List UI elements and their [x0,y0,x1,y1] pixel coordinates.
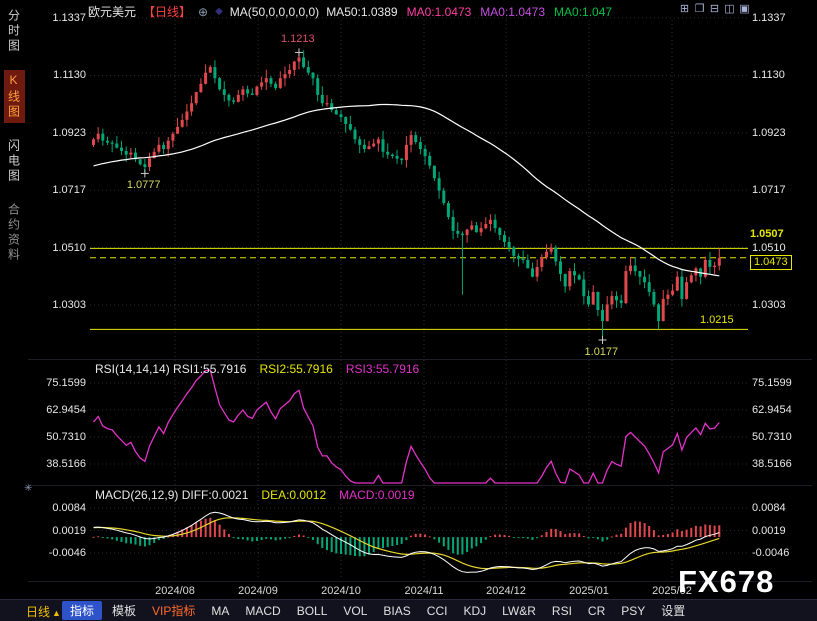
add-indicator-icon[interactable]: ⊕ [198,4,209,19]
rsi-panel-header: RSI(14,14,14) RSI1:55.7916 RSI2:55.7916 … [95,362,419,376]
layout-cascade-icon[interactable]: ❐ [694,3,705,15]
layout-vsplit-icon[interactable]: ◫ [724,3,735,15]
layout-hsplit-icon[interactable]: ⊟ [709,3,720,15]
toolbar-tab-psy[interactable]: PSY [621,603,646,618]
period-tag: 【日线】 [143,5,192,19]
toolbar-tab-lwr[interactable]: LW&R [502,603,536,618]
toolbar-tab-vip[interactable]: VIP指标 [152,604,196,618]
ma-settings-label: MA(50,0,0,0,0,0) [229,4,320,19]
sidebar-tab-flash-chart[interactable]: 闪电图 [6,139,21,184]
layout-tile-icon[interactable]: ⊞ [679,3,690,15]
layout-max-icon[interactable]: ▣ [739,3,750,15]
ma-value-1: MA50:1.0389 [326,4,398,19]
toolbar-tab-bias[interactable]: BIAS [383,603,411,618]
sidebar-tab-candlestick-chart[interactable]: K线图 [3,70,25,123]
toolbar-tab-boll[interactable]: BOLL [296,603,328,618]
sidebar-tab-time-chart[interactable]: 分时图 [6,9,21,54]
chart-type-sidebar: 分时图 K线图闪电图合约资料 [2,6,26,279]
ma-value-4: MA0:1.047 [554,4,613,19]
indicator-tab-strip: 指标 模板 VIP指标 MA MACD BOLL VOL BIAS CCI KDJ LW&R RSI C… [62,601,693,620]
rsi-settings-label: RSI(14,14,14) RSI1:55.7916 [95,362,247,376]
timeframe-label: 日线 [26,605,51,619]
rsi2-value: RSI2:55.7916 [259,362,333,376]
macd-panel-header: MACD(26,12,9) DIFF:0.0021 DEA:0.0012 MAC… [95,488,415,502]
sidebar-tab-contract-info[interactable]: 合约资料 [6,203,21,263]
toolbar-tab-kdj[interactable]: KDJ [463,603,487,618]
rsi3-value: RSI3:55.7916 [345,362,420,376]
symbol-name[interactable]: 欧元美元 [88,5,137,19]
toolbar-tab-zhibiao[interactable]: 指标 [62,601,103,620]
toolbar-tab-vol[interactable]: VOL [343,603,368,618]
chart-header: 欧元美元 【日线】 ⊕ ◆ MA(50,0,0,0,0,0) MA50:1.03… [88,3,612,20]
macd-bar-value: MACD:0.0019 [339,488,415,502]
snowflake-icon: ✳ [24,483,33,494]
ma-value-3: MA0:1.0473 [480,4,546,19]
toolbar-tab-cr[interactable]: CR [587,603,606,618]
toolbar-tab-cci[interactable]: CCI [426,603,448,618]
chevron-up-icon: ▲ [52,608,61,618]
ma-values: MA50:1.0389 MA0:1.0473 MA0:1.0473 MA0:1.047 [326,5,612,19]
bottom-toolbar: 日线 ▲ 指标 模板 VIP指标 MA MACD BOLL VOL BIAS CCI KDJ LW&R… [0,599,817,621]
toolbar-tab-rsi[interactable]: RSI [551,603,572,618]
diamond-icon: ◆ [215,6,223,17]
macd-dea-value: DEA:0.0012 [261,488,327,502]
toolbar-tab-moban[interactable]: 模板 [112,604,137,618]
window-controls: ⊞ ❐ ⊟ ◫ ▣ [678,3,751,16]
toolbar-tab-ma[interactable]: MA [211,603,230,618]
macd-settings-label: MACD(26,12,9) DIFF:0.0021 [95,488,249,502]
toolbar-tab-macd[interactable]: MACD [245,603,281,618]
timeframe-selector[interactable]: 日线 ▲ [26,603,61,620]
toolbar-tab-shezhi[interactable]: 设置 [661,604,686,618]
ma-value-2: MA0:1.0473 [406,4,472,19]
watermark: FX678 [678,564,775,599]
